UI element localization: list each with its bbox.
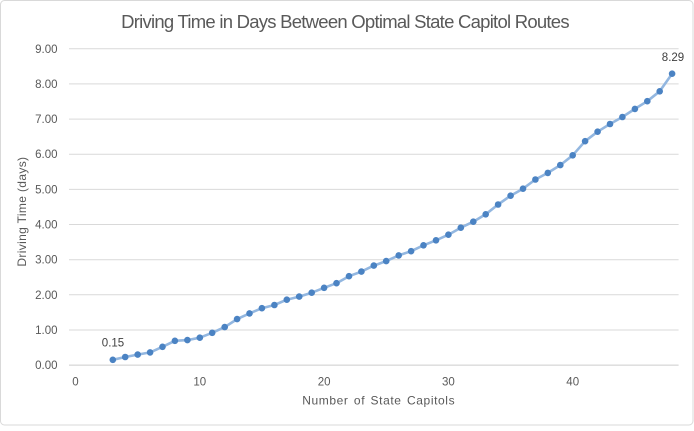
svg-text:8.00: 8.00 <box>35 79 57 91</box>
svg-text:0: 0 <box>72 377 78 389</box>
svg-text:6.00: 6.00 <box>35 149 57 161</box>
svg-text:40: 40 <box>566 377 579 389</box>
svg-text:20: 20 <box>318 377 331 389</box>
svg-text:10: 10 <box>193 377 206 389</box>
svg-text:7.00: 7.00 <box>35 114 57 126</box>
svg-text:9.00: 9.00 <box>35 44 57 56</box>
svg-text:30: 30 <box>442 377 455 389</box>
svg-text:3.00: 3.00 <box>35 255 57 267</box>
svg-text:Driving Time in Days Between O: Driving Time in Days Between Optimal Sta… <box>121 11 569 32</box>
svg-text:5.00: 5.00 <box>35 184 57 196</box>
svg-text:2.00: 2.00 <box>35 290 57 302</box>
svg-text:Number of State Capitols: Number of State Capitols <box>302 394 455 408</box>
svg-text:8.29: 8.29 <box>662 52 684 64</box>
svg-text:0.00: 0.00 <box>35 360 57 372</box>
svg-text:1.00: 1.00 <box>35 325 57 337</box>
svg-text:Driving Time (days): Driving Time (days) <box>15 157 29 267</box>
svg-text:4.00: 4.00 <box>35 220 57 232</box>
svg-text:0.15: 0.15 <box>102 338 124 350</box>
